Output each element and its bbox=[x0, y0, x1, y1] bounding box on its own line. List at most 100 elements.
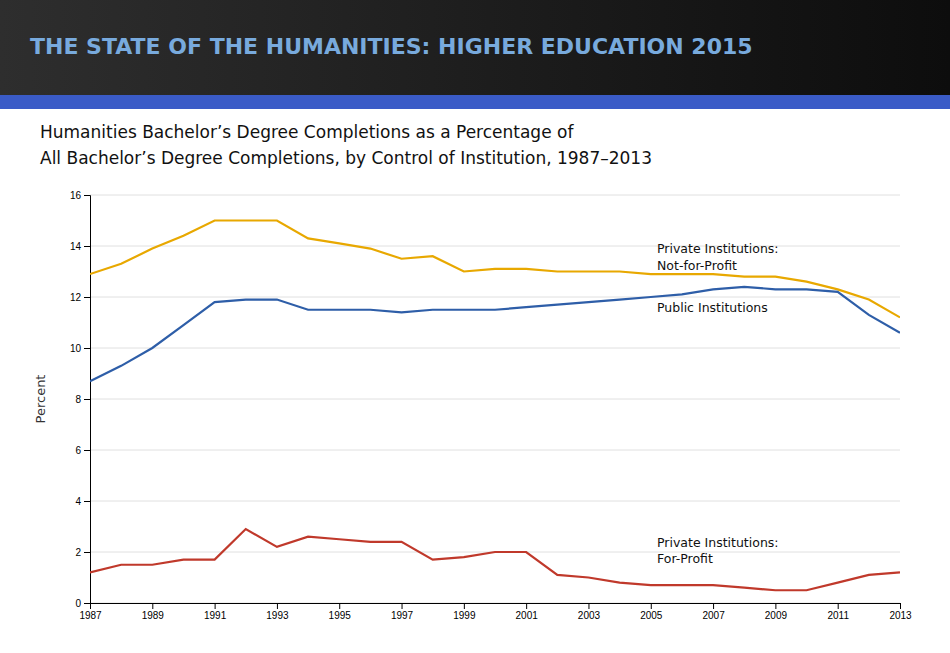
y-tick-label: 2 bbox=[75, 547, 81, 558]
lines bbox=[90, 221, 900, 591]
y-tick-mark bbox=[84, 450, 90, 451]
title-line: All Bachelor’s Degree Completions, by Co… bbox=[40, 148, 652, 168]
x-tick-label: 1993 bbox=[266, 610, 289, 621]
x-tick: 2003 bbox=[578, 603, 601, 621]
plot: 1987 1989 1991 1993 1995 1997 1999 2001 2003 2005… bbox=[70, 190, 912, 621]
header-band bbox=[0, 0, 950, 95]
y-tick-label: 10 bbox=[70, 343, 82, 354]
grid-line bbox=[90, 450, 900, 451]
y-tick-mark bbox=[84, 348, 90, 349]
y-tick-label: 0 bbox=[75, 598, 81, 609]
x-tick: 1987 bbox=[79, 603, 102, 621]
annotation: Public Institutions bbox=[657, 300, 768, 315]
x-tick-label: 1989 bbox=[142, 610, 165, 621]
x-tick-label: 1987 bbox=[79, 610, 102, 621]
y-axis: 0 2 4 6 8 10 12 14 16 bbox=[70, 190, 91, 609]
x-tick-label: 2005 bbox=[640, 610, 663, 621]
y-tick-mark bbox=[84, 501, 90, 502]
annotation-line: Not-for-Profit bbox=[657, 257, 737, 272]
y-tick: 0 bbox=[75, 598, 90, 609]
y-axis-line bbox=[84, 196, 91, 604]
header-text: THE STATE OF THE HUMANITIES: HIGHER EDUC… bbox=[30, 34, 753, 59]
x-tick-mark bbox=[526, 603, 527, 609]
x-tick-label: 1997 bbox=[391, 610, 414, 621]
y-tick-label: 12 bbox=[70, 292, 82, 303]
y-tick-mark bbox=[84, 552, 90, 553]
x-tick: 1999 bbox=[453, 603, 476, 621]
x-tick-mark bbox=[152, 603, 153, 609]
series-line bbox=[90, 221, 900, 318]
x-tick: 2001 bbox=[516, 603, 539, 621]
y-tick: 12 bbox=[70, 292, 90, 303]
x-tick: 2009 bbox=[765, 603, 788, 621]
grid-line bbox=[90, 195, 900, 196]
y-tick-mark bbox=[84, 195, 90, 196]
x-tick: 2011 bbox=[827, 603, 849, 621]
x-tick-mark bbox=[838, 603, 839, 609]
annotation: Private Institutions:For-Profit bbox=[657, 534, 779, 565]
annotations: Private Institutions:Not-for-ProfitPubli… bbox=[657, 241, 779, 565]
x-tick: 1991 bbox=[204, 603, 227, 621]
x-axis-line bbox=[91, 604, 901, 610]
y-tick-label: 6 bbox=[75, 445, 81, 456]
x-tick-mark bbox=[464, 603, 465, 609]
x-tick-mark bbox=[588, 603, 589, 609]
grid-line bbox=[90, 348, 900, 349]
header-stripe bbox=[0, 95, 950, 109]
x-tick: 2013 bbox=[889, 603, 912, 621]
x-tick: 2005 bbox=[640, 603, 663, 621]
grid-line bbox=[90, 399, 900, 400]
x-tick-label: 2003 bbox=[578, 610, 601, 621]
x-tick-mark bbox=[713, 603, 714, 609]
x-tick-mark bbox=[339, 603, 340, 609]
y-tick: 4 bbox=[75, 496, 90, 507]
annotation-line: Public Institutions bbox=[657, 300, 768, 315]
x-tick: 1993 bbox=[266, 603, 289, 621]
y-tick-mark bbox=[84, 297, 90, 298]
chart: THE STATE OF THE HUMANITIES: HIGHER EDUC… bbox=[0, 0, 950, 653]
annotation-line: For-Profit bbox=[657, 550, 713, 565]
title: Humanities Bachelor’s Degree Completions… bbox=[40, 122, 652, 168]
x-tick-mark bbox=[651, 603, 652, 609]
y-tick-label: 4 bbox=[75, 496, 81, 507]
y-tick: 16 bbox=[70, 190, 90, 201]
x-tick-label: 2001 bbox=[516, 610, 539, 621]
y-tick: 8 bbox=[75, 394, 90, 405]
x-tick-label: 1991 bbox=[204, 610, 227, 621]
annotation: Private Institutions:Not-for-Profit bbox=[657, 241, 779, 272]
x-tick-label: 2011 bbox=[827, 610, 849, 621]
annotation-line: Private Institutions: bbox=[657, 241, 779, 256]
grid-line bbox=[90, 501, 900, 502]
y-tick: 2 bbox=[75, 547, 90, 558]
x-axis: 1987 1989 1991 1993 1995 1997 1999 2001 2003 2005… bbox=[79, 603, 912, 621]
grid bbox=[90, 195, 900, 603]
y-tick: 6 bbox=[75, 445, 90, 456]
x-tick: 2007 bbox=[702, 603, 725, 621]
y-tick-mark bbox=[84, 246, 90, 247]
x-tick-label: 2013 bbox=[889, 610, 912, 621]
y-tick-mark bbox=[84, 603, 90, 604]
annotation-line: Private Institutions: bbox=[657, 534, 779, 549]
x-tick-mark bbox=[215, 603, 216, 609]
y-tick-label: 14 bbox=[70, 241, 82, 252]
x-tick: 1997 bbox=[391, 603, 414, 621]
y-tick-label: 16 bbox=[70, 190, 82, 201]
x-tick-mark bbox=[402, 603, 403, 609]
x-tick-mark bbox=[277, 603, 278, 609]
y-tick: 14 bbox=[70, 241, 90, 252]
series-line bbox=[90, 529, 900, 590]
y-tick: 10 bbox=[70, 343, 90, 354]
x-tick-label: 1999 bbox=[453, 610, 476, 621]
y-tick-mark bbox=[84, 399, 90, 400]
y-axis-title: Percent bbox=[33, 375, 48, 424]
x-tick: 1989 bbox=[142, 603, 165, 621]
x-tick-label: 2009 bbox=[765, 610, 788, 621]
x-tick-label: 2007 bbox=[702, 610, 725, 621]
title-line: Humanities Bachelor’s Degree Completions… bbox=[40, 122, 574, 142]
x-tick-label: 1995 bbox=[329, 610, 352, 621]
x-tick-mark bbox=[775, 603, 776, 609]
y-tick-label: 8 bbox=[75, 394, 81, 405]
grid-line bbox=[90, 297, 900, 298]
x-tick-mark bbox=[900, 603, 901, 609]
series-line bbox=[90, 287, 900, 381]
